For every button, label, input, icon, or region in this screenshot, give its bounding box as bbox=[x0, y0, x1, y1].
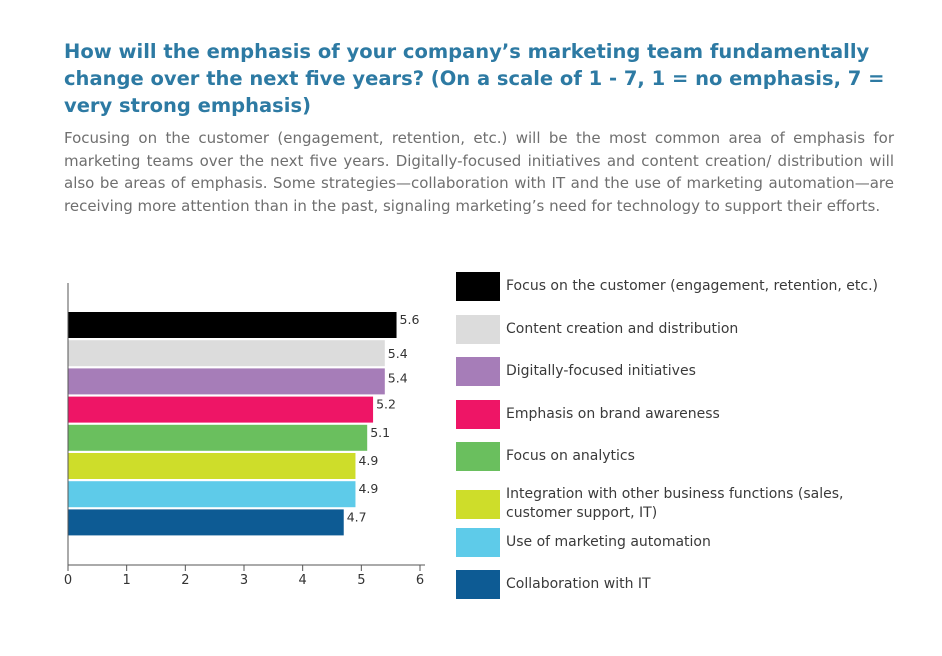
legend-swatch-6 bbox=[456, 489, 500, 519]
bar-1 bbox=[68, 312, 397, 338]
x-tick-label-5: 5 bbox=[357, 573, 365, 588]
x-tick-label-4: 4 bbox=[299, 573, 307, 588]
bars-group bbox=[68, 312, 397, 536]
x-tick-label-3: 3 bbox=[240, 573, 248, 588]
bar-4 bbox=[68, 396, 374, 423]
value-label-1: 5.6 bbox=[400, 312, 420, 327]
legend-swatch-4 bbox=[456, 399, 500, 429]
legend-label-7: Use of marketing automation bbox=[506, 533, 711, 550]
value-label-3: 5.4 bbox=[388, 370, 408, 385]
legend-label-1: Focus on the customer (engagement, reten… bbox=[506, 278, 879, 294]
x-tick-label-1: 1 bbox=[123, 573, 131, 588]
chart-description: Focusing on the customer (engagement, re… bbox=[64, 129, 894, 215]
x-tick-label-2: 2 bbox=[181, 573, 189, 588]
x-tick-label-6: 6 bbox=[416, 573, 424, 588]
bar-6 bbox=[68, 453, 356, 479]
legend-swatch-2 bbox=[456, 314, 500, 344]
legend-item-3: Digitally-focused initiatives bbox=[456, 357, 906, 387]
value-label-7: 4.9 bbox=[358, 481, 378, 496]
bar-7 bbox=[68, 481, 356, 508]
value-label-5: 5.1 bbox=[370, 425, 390, 440]
bar-5 bbox=[68, 424, 368, 451]
legend-item-6: Integration with other business function… bbox=[456, 485, 906, 523]
legend-item-2: Content creation and distribution bbox=[456, 314, 906, 344]
bar-8 bbox=[68, 509, 344, 536]
legend-label-2: Content creation and distribution bbox=[506, 320, 739, 337]
value-labels-group: 5.6 5.4 5.4 5.2 5.1 4.9 4.9 4.7 bbox=[347, 312, 420, 524]
value-label-8: 4.7 bbox=[347, 509, 367, 524]
legend-swatch-1 bbox=[456, 272, 500, 301]
x-axis-ticks: 0 1 2 3 4 5 6 bbox=[64, 565, 424, 588]
legend-item-4: Emphasis on brand awareness bbox=[456, 399, 906, 429]
value-label-4: 5.2 bbox=[376, 397, 396, 412]
legend-item-8: Collaboration with IT bbox=[456, 570, 906, 600]
bar-2 bbox=[68, 340, 385, 367]
legend-item-5: Focus on analytics bbox=[456, 442, 906, 472]
bar-3 bbox=[68, 368, 385, 395]
legend-label-4: Emphasis on brand awareness bbox=[506, 405, 720, 422]
legend-item-1: Focus on the customer (engagement, reten… bbox=[456, 272, 906, 301]
legend-label-6: Integration with other business function… bbox=[506, 486, 844, 521]
legend-swatch-3 bbox=[456, 357, 500, 387]
x-tick-label-0: 0 bbox=[64, 573, 72, 588]
legend-swatch-5 bbox=[456, 442, 500, 472]
legend-item-7: Use of marketing automation bbox=[456, 527, 906, 557]
value-label-6: 4.9 bbox=[358, 453, 378, 468]
value-label-2: 5.4 bbox=[388, 346, 408, 361]
legend-label-5: Focus on analytics bbox=[506, 448, 635, 465]
legend-swatch-7 bbox=[456, 527, 500, 557]
legend-label-3: Digitally-focused initiatives bbox=[506, 363, 696, 380]
page-title: How will the emphasis of your company’s … bbox=[64, 40, 885, 117]
legend-label-8: Collaboration with IT bbox=[506, 576, 651, 593]
legend-swatch-8 bbox=[456, 570, 500, 600]
